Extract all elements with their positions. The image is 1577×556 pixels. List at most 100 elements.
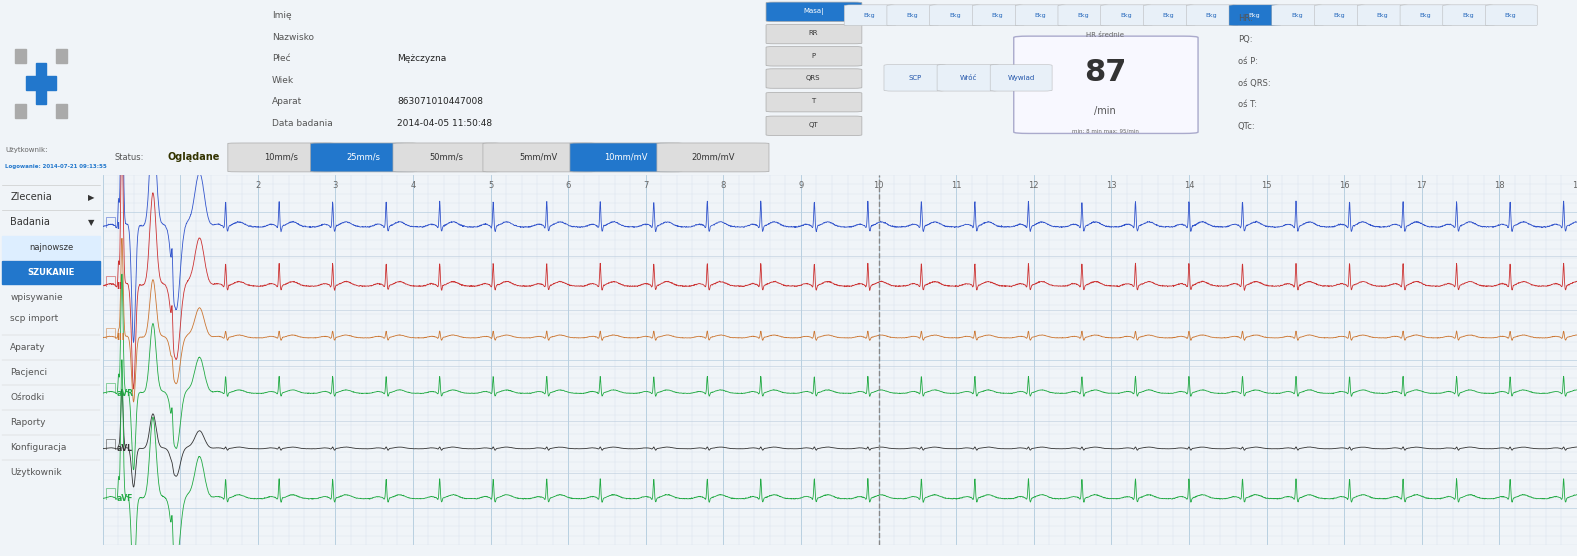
- Text: 2: 2: [255, 181, 260, 190]
- FancyBboxPatch shape: [658, 143, 770, 172]
- Text: Płeć: Płeć: [273, 54, 290, 63]
- Text: ▼: ▼: [88, 218, 95, 227]
- Text: 13: 13: [1105, 181, 1117, 190]
- Text: 18: 18: [1493, 181, 1504, 190]
- Text: Logowanie: 2014-07-21 09:13:55: Logowanie: 2014-07-21 09:13:55: [5, 164, 107, 169]
- Text: RR: RR: [809, 31, 818, 36]
- Text: 2014-04-05 11:50:48: 2014-04-05 11:50:48: [397, 119, 492, 128]
- Text: Ekg: Ekg: [992, 13, 1003, 18]
- Bar: [2, 261, 101, 284]
- Text: 4: 4: [410, 181, 416, 190]
- Text: Ośrodki: Ośrodki: [11, 393, 44, 402]
- FancyBboxPatch shape: [569, 143, 681, 172]
- Text: QTc:: QTc:: [1238, 122, 1255, 131]
- Text: 9: 9: [798, 181, 804, 190]
- Text: Badania: Badania: [11, 217, 50, 227]
- FancyBboxPatch shape: [311, 143, 416, 172]
- Text: Użytkownik: Użytkownik: [11, 468, 62, 477]
- Text: I: I: [117, 222, 120, 231]
- Text: 14: 14: [1184, 181, 1194, 190]
- FancyBboxPatch shape: [766, 92, 863, 112]
- Bar: [16, 49, 25, 62]
- FancyBboxPatch shape: [1186, 5, 1238, 26]
- FancyBboxPatch shape: [1443, 5, 1495, 26]
- Text: 6: 6: [566, 181, 571, 190]
- Text: PQ:: PQ:: [1238, 36, 1252, 44]
- Bar: [57, 49, 66, 62]
- FancyBboxPatch shape: [766, 116, 863, 136]
- Text: Aparaty: Aparaty: [11, 343, 46, 352]
- Text: 19: 19: [1572, 181, 1577, 190]
- Text: Aparat: Aparat: [273, 97, 303, 106]
- Bar: [88, 223, 99, 231]
- Text: Ekg: Ekg: [1205, 13, 1217, 18]
- Text: HR średnie: HR średnie: [1087, 32, 1124, 38]
- Text: min: 8 min max: 95/min: min: 8 min max: 95/min: [1072, 128, 1139, 133]
- Text: 20mm/mV: 20mm/mV: [691, 152, 735, 162]
- Text: najnowsze: najnowsze: [28, 243, 74, 252]
- Text: P: P: [811, 53, 815, 58]
- Text: 12: 12: [1028, 181, 1039, 190]
- Text: QRS: QRS: [806, 75, 820, 81]
- Text: Data badania: Data badania: [273, 119, 333, 128]
- Text: Ekg: Ekg: [1377, 13, 1388, 18]
- Text: /min: /min: [1094, 106, 1117, 116]
- Text: Ekg: Ekg: [1419, 13, 1430, 18]
- Bar: [36, 77, 46, 90]
- Text: Użytkownik:: Użytkownik:: [5, 147, 47, 153]
- Text: Oglądane: Oglądane: [167, 152, 219, 162]
- Text: Zlecenia: Zlecenia: [11, 192, 52, 202]
- Text: Konfiguracja: Konfiguracja: [11, 443, 66, 452]
- FancyBboxPatch shape: [885, 64, 946, 91]
- FancyBboxPatch shape: [1101, 5, 1153, 26]
- Text: 3: 3: [333, 181, 337, 190]
- Text: 11: 11: [951, 181, 962, 190]
- Text: wpisywanie: wpisywanie: [11, 293, 63, 302]
- FancyBboxPatch shape: [930, 5, 981, 26]
- Text: Wróć: Wróć: [959, 75, 976, 81]
- FancyBboxPatch shape: [1143, 5, 1195, 26]
- FancyBboxPatch shape: [844, 5, 896, 26]
- FancyBboxPatch shape: [973, 5, 1023, 26]
- Text: 10mm/mV: 10mm/mV: [604, 152, 648, 162]
- FancyBboxPatch shape: [1486, 5, 1538, 26]
- Text: 50mm/s: 50mm/s: [429, 152, 464, 162]
- Text: 17: 17: [1416, 181, 1427, 190]
- Text: Ekg: Ekg: [1035, 13, 1046, 18]
- Bar: [88, 495, 99, 503]
- Text: 16: 16: [1339, 181, 1350, 190]
- Text: Ekg: Ekg: [1120, 13, 1132, 18]
- FancyBboxPatch shape: [886, 5, 938, 26]
- Text: Nazwisko: Nazwisko: [273, 33, 314, 42]
- Text: Ekg: Ekg: [1292, 13, 1303, 18]
- FancyBboxPatch shape: [766, 47, 863, 66]
- FancyBboxPatch shape: [1014, 36, 1199, 133]
- FancyBboxPatch shape: [227, 143, 334, 172]
- Bar: [36, 62, 46, 76]
- FancyBboxPatch shape: [393, 143, 500, 172]
- FancyBboxPatch shape: [1358, 5, 1408, 26]
- Text: aVR: aVR: [117, 389, 134, 398]
- Text: Status:: Status:: [114, 152, 144, 162]
- Text: Raporty: Raporty: [11, 418, 46, 427]
- Text: 5: 5: [487, 181, 494, 190]
- Text: Wiek: Wiek: [273, 76, 295, 85]
- Text: SZUKANIE: SZUKANIE: [27, 268, 76, 277]
- FancyBboxPatch shape: [1315, 5, 1366, 26]
- Text: Ekg: Ekg: [1077, 13, 1088, 18]
- Bar: [88, 445, 99, 453]
- Text: 7: 7: [643, 181, 648, 190]
- Bar: [36, 90, 46, 105]
- Text: oś P:: oś P:: [1238, 57, 1258, 66]
- Text: III: III: [117, 334, 125, 342]
- Text: II: II: [117, 281, 123, 291]
- Text: 25mm/s: 25mm/s: [347, 152, 380, 162]
- Text: Wywiad: Wywiad: [1008, 75, 1035, 81]
- Text: Masa|: Masa|: [803, 8, 823, 14]
- Text: Ekg: Ekg: [1162, 13, 1175, 18]
- FancyBboxPatch shape: [1058, 5, 1110, 26]
- Text: ▶: ▶: [88, 193, 95, 202]
- FancyBboxPatch shape: [1271, 5, 1323, 26]
- Bar: [2, 236, 101, 259]
- Text: 10mm/s: 10mm/s: [263, 152, 298, 162]
